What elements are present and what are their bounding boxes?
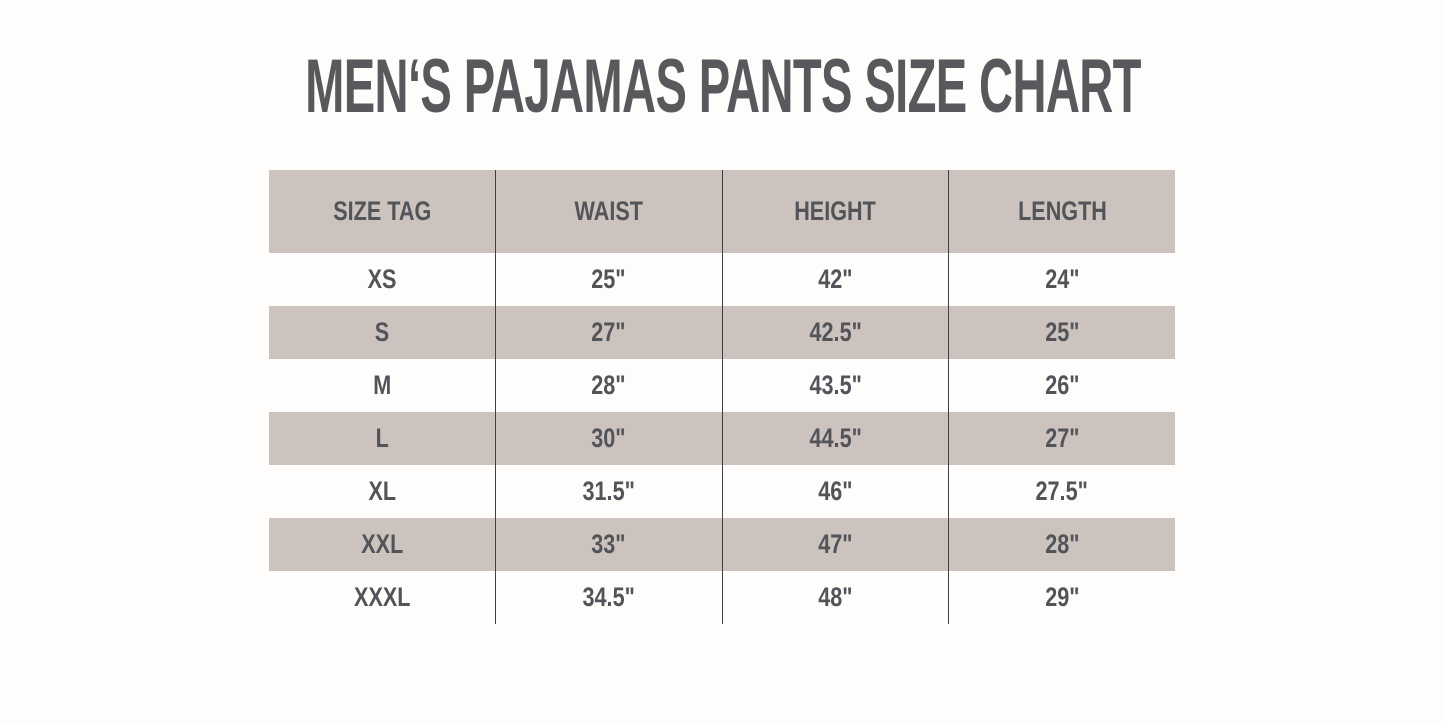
table-cell: 42" bbox=[723, 253, 950, 306]
column-header-size-tag: SIZE TAG bbox=[269, 170, 496, 253]
table-cell: 33" bbox=[496, 518, 723, 571]
table-cell: 28" bbox=[496, 359, 723, 412]
page-title: MEN‘S PAJAMAS PANTS SIZE CHART bbox=[304, 44, 1141, 129]
column-header-length: LENGTH bbox=[949, 170, 1175, 253]
table-row: L 30" 44.5" 27" bbox=[269, 412, 1175, 465]
table-cell-text: M bbox=[372, 370, 391, 400]
table-row: M 28" 43.5" 26" bbox=[269, 359, 1175, 412]
table-row: XXXL 34.5" 48" 29" bbox=[269, 571, 1175, 624]
table-cell: XXXL bbox=[269, 571, 496, 624]
table-cell-text: 27" bbox=[591, 317, 626, 347]
table-cell-text: 31.5" bbox=[582, 476, 635, 506]
table-cell-text: 29" bbox=[1044, 582, 1080, 612]
table-cell: 34.5" bbox=[496, 571, 723, 624]
table-cell: 26" bbox=[949, 359, 1175, 412]
table-cell-text: L bbox=[375, 423, 389, 453]
table-cell-text: 28" bbox=[591, 370, 626, 400]
table-header-row: SIZE TAG WAIST HEIGHT LENGTH bbox=[269, 170, 1175, 253]
table-cell-text: 44.5" bbox=[809, 423, 862, 453]
table-cell: M bbox=[269, 359, 496, 412]
table-cell: S bbox=[269, 306, 496, 359]
table-cell-text: 27.5" bbox=[1035, 476, 1089, 506]
table-cell-text: 43.5" bbox=[809, 370, 862, 400]
table-cell-text: XL bbox=[368, 476, 396, 506]
table-cell: 46" bbox=[723, 465, 950, 518]
table-cell-text: 28" bbox=[1044, 529, 1080, 559]
table-cell-text: 47" bbox=[818, 529, 853, 559]
table-row: XS 25" 42" 24" bbox=[269, 253, 1175, 306]
column-header-label: SIZE TAG bbox=[332, 196, 431, 226]
table-cell: 42.5" bbox=[723, 306, 950, 359]
table-cell-text: 46" bbox=[818, 476, 853, 506]
column-header-height: HEIGHT bbox=[723, 170, 950, 253]
table-cell: 47" bbox=[723, 518, 950, 571]
page-title-wrap: MEN‘S PAJAMAS PANTS SIZE CHART bbox=[0, 48, 1445, 126]
table-cell: 27" bbox=[496, 306, 723, 359]
table-cell: 48" bbox=[723, 571, 950, 624]
table-cell: 43.5" bbox=[723, 359, 950, 412]
table-cell-text: 25" bbox=[591, 264, 626, 294]
table-cell-text: 48" bbox=[818, 582, 853, 612]
table-cell: XL bbox=[269, 465, 496, 518]
table-cell: L bbox=[269, 412, 496, 465]
table-cell: 31.5" bbox=[496, 465, 723, 518]
table-row: S 27" 42.5" 25" bbox=[269, 306, 1175, 359]
table-body: XS 25" 42" 24" S 27" 42.5" 25" M 28" 43.5" 26" L 30" 4… bbox=[269, 253, 1175, 624]
table-cell-text: 42.5" bbox=[809, 317, 862, 347]
column-header-waist: WAIST bbox=[496, 170, 723, 253]
table-cell-text: 33" bbox=[591, 529, 626, 559]
column-header-label: LENGTH bbox=[1017, 196, 1107, 226]
table-cell: 30" bbox=[496, 412, 723, 465]
table-cell: 44.5" bbox=[723, 412, 950, 465]
table-cell: 27" bbox=[949, 412, 1175, 465]
table-cell: XS bbox=[269, 253, 496, 306]
table-row: XXL 33" 47" 28" bbox=[269, 518, 1175, 571]
table-cell-text: XXXL bbox=[353, 582, 411, 612]
column-header-label: WAIST bbox=[574, 196, 643, 226]
column-header-label: HEIGHT bbox=[794, 196, 877, 226]
table-cell-text: 30" bbox=[591, 423, 626, 453]
table-cell-text: 27" bbox=[1044, 423, 1080, 453]
table-cell: 29" bbox=[949, 571, 1175, 624]
table-cell: 25" bbox=[949, 306, 1175, 359]
table-cell: 28" bbox=[949, 518, 1175, 571]
table-cell: 27.5" bbox=[949, 465, 1175, 518]
table-cell: 24" bbox=[949, 253, 1175, 306]
table-cell-text: 34.5" bbox=[582, 582, 635, 612]
table-cell: XXL bbox=[269, 518, 496, 571]
table-cell: 25" bbox=[496, 253, 723, 306]
table-cell-text: S bbox=[374, 317, 390, 347]
table-cell-text: 42" bbox=[818, 264, 853, 294]
table-cell-text: 26" bbox=[1044, 370, 1080, 400]
table-row: XL 31.5" 46" 27.5" bbox=[269, 465, 1175, 518]
table-cell-text: XS bbox=[367, 264, 397, 294]
table-cell-text: 24" bbox=[1044, 264, 1080, 294]
table-cell-text: XXL bbox=[360, 529, 403, 559]
table-cell-text: 25" bbox=[1044, 317, 1080, 347]
size-chart-table: SIZE TAG WAIST HEIGHT LENGTH XS 25" 42" 24"… bbox=[269, 170, 1175, 624]
